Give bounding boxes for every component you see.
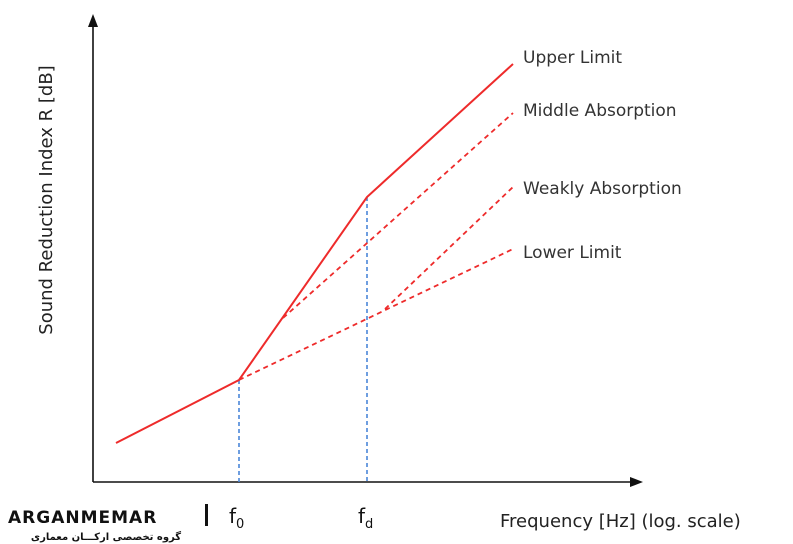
logo-main-text: ARGANMEMAR: [8, 508, 157, 528]
weakly-absorption-label: Weakly Absorption: [523, 179, 682, 199]
logo-bar: [205, 504, 208, 526]
middle-absorption-curve: [282, 112, 514, 319]
x-axis-title: Frequency [Hz] (log. scale): [500, 511, 741, 532]
weakly-absorption-curve: [384, 186, 514, 310]
logo-sub-text: گروه تخصصی ارکـــان معماری: [31, 530, 181, 543]
logo: ARGANMEMAR گروه تخصصی ارکـــان معماری: [8, 504, 208, 543]
upper-limit-curve: [115, 63, 514, 444]
f0-tick-label: f0: [229, 504, 244, 532]
middle-absorption-label: Middle Absorption: [523, 101, 677, 121]
fd-tick-sub: d: [365, 517, 373, 532]
y-axis-title: Sound Reduction Index R [dB]: [36, 65, 57, 334]
y-axis-arrow: [88, 14, 98, 27]
lower-limit-label: Lower Limit: [523, 243, 622, 263]
f0-tick-sub: 0: [236, 517, 244, 532]
x-axis-arrow: [630, 477, 643, 487]
axes: [88, 14, 643, 487]
f0-tick-base: f: [229, 504, 237, 528]
fd-tick-base: f: [358, 504, 366, 528]
lower-limit-curve: [238, 248, 514, 381]
upper-limit-label: Upper Limit: [523, 48, 622, 68]
fd-tick-label: fd: [358, 504, 373, 532]
